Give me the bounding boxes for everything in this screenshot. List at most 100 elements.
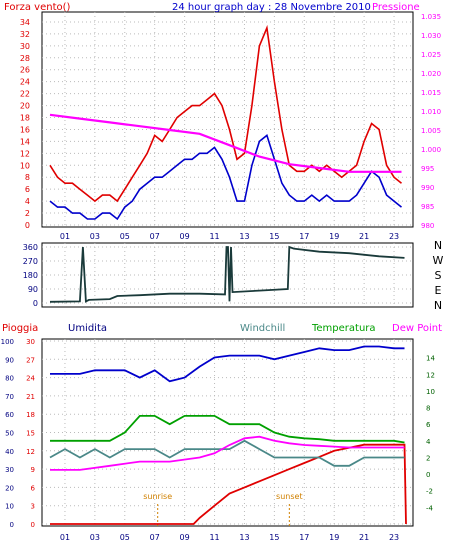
wind-tick-label: 14 [20,137,30,146]
temperature-tick-label: 8 [426,405,430,413]
humidity-tick-label: 20 [5,484,14,492]
temperature-line [50,414,405,444]
rain-tick-label: 30 [26,338,35,346]
pressure-tick-label: 980 [421,222,434,230]
rain-tick-label: 15 [26,430,35,438]
temperature-tick-label: 4 [426,438,431,446]
temperature-tick-label: -4 [426,504,434,512]
rain-tick-label: 3 [31,503,35,511]
wind-tick-label: 8 [25,173,30,182]
hour-tick-label: 01 [60,232,70,241]
hour-tick-label: 23 [389,533,399,542]
wind-gust-line [49,24,402,203]
wind-axis-title: Forza vento() [4,2,71,13]
humidity-tick-label: 70 [5,393,14,401]
pressure-line [49,113,402,173]
humidity-tick-label: 0 [10,521,14,529]
hour-tick-label: 07 [150,533,160,542]
pressure-tick-label: 995 [421,165,434,173]
hour-tick-label: 11 [209,533,219,542]
temperature-tick-label: 6 [426,421,431,429]
wind-tick-label: 22 [20,90,30,99]
hour-tick-label: 21 [359,232,369,241]
hour-tick-label: 23 [389,232,399,241]
humidity-tick-label: 10 [5,503,14,511]
hour-tick-label: 05 [120,232,130,241]
hour-tick-label: 13 [239,533,249,542]
bottom-panel-frame [41,338,414,527]
wind-tick-label: 20 [20,102,30,111]
compass-label: W [433,254,444,267]
temperature-tick-label: 12 [426,371,435,379]
hour-tick-label: 15 [269,533,279,542]
wind-speed-line [49,134,402,221]
pressure-tick-label: 990 [421,184,434,192]
wind-tick-label: 10 [20,161,30,170]
hour-tick-label: 11 [209,232,219,241]
direction-tick-label: 180 [23,271,38,280]
legend-label: Temperatura [311,323,376,334]
humidity-tick-label: 50 [5,430,14,438]
rain-line [50,443,407,525]
compass-label: N [434,239,442,252]
humidity-tick-label: 30 [5,466,14,474]
hour-tick-label: 17 [299,232,309,241]
rain-tick-label: 12 [26,448,35,456]
wind-tick-label: 28 [20,54,30,63]
pressure-tick-label: 985 [421,203,434,211]
pressure-tick-label: 1.000 [421,146,441,154]
temperature-tick-label: 2 [426,454,430,462]
direction-tick-label: 90 [28,285,38,294]
direction-tick-label: 0 [33,299,38,308]
wind-tick-label: 2 [25,209,30,218]
wind-tick-label: 18 [20,114,30,123]
compass-label: E [435,284,442,297]
hour-tick-label: 05 [120,533,130,542]
wind-tick-label: 16 [20,125,30,134]
rain-tick-label: 21 [26,393,35,401]
compass-label: S [435,269,442,282]
legend-label: Windchill [240,323,285,334]
hour-tick-label: 19 [329,533,339,542]
hour-tick-label: 09 [180,232,190,241]
pressure-tick-label: 1.010 [421,108,441,116]
hour-tick-label: 17 [299,533,309,542]
humidity-tick-label: 90 [5,356,14,364]
hour-tick-label: 13 [239,232,249,241]
temperature-tick-label: 14 [426,355,435,363]
wind-tick-label: 32 [20,30,30,39]
legend-label: Pioggia [2,323,38,334]
pressure-tick-label: 1.030 [421,32,441,40]
hour-tick-label: 03 [90,232,100,241]
direction-tick-label: 360 [23,243,38,252]
wind-tick-label: 24 [20,78,30,87]
hour-tick-label: 09 [180,533,190,542]
wind-tick-label: 6 [25,185,30,194]
sunset-label: sunset [276,492,303,501]
wind-tick-label: 4 [25,197,30,206]
temperature-tick-label: 10 [426,388,435,396]
hour-tick-label: 21 [359,533,369,542]
rain-tick-label: 27 [26,356,35,364]
top-panel-frame [41,11,414,228]
hour-tick-label: 07 [150,232,160,241]
temperature-tick-label: 0 [426,471,430,479]
pressure-axis-title: Pressione [372,2,420,13]
direction-tick-label: 270 [23,257,38,266]
pressure-tick-label: 1.005 [421,127,441,135]
wind-direction-line [49,245,405,303]
hour-tick-label: 19 [329,232,339,241]
rain-tick-label: 9 [31,466,35,474]
wind-tick-label: 30 [20,42,30,51]
wind-tick-label: 26 [20,66,30,75]
hour-tick-label: 01 [60,533,70,542]
rain-tick-label: 6 [31,484,36,492]
humidity-line [50,345,405,383]
humidity-tick-label: 100 [1,338,14,346]
pressure-tick-label: 1.025 [421,51,441,59]
pressure-tick-label: 1.035 [421,13,441,21]
humidity-tick-label: 80 [5,375,14,383]
humidity-tick-label: 40 [5,448,14,456]
